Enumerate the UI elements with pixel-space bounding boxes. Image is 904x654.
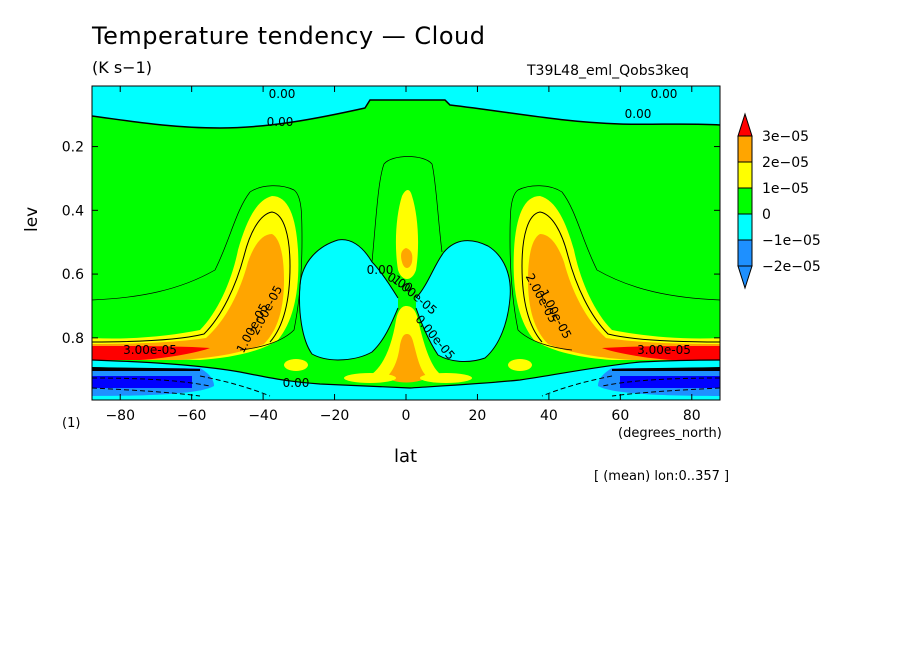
footer-note: [ (mean) lon:0..357 ] (594, 469, 730, 484)
fill-darkblue-left (92, 376, 192, 388)
fill-blob-center (344, 373, 396, 383)
x-tick-label: −80 (105, 408, 135, 424)
contour-line-central-right (415, 240, 511, 363)
colorbar-label: −1e−05 (762, 233, 821, 249)
contour-label: 0.00 (269, 87, 296, 101)
colorbar-top-arrow (737, 112, 753, 137)
fill-left-red (92, 346, 210, 360)
colorbar-label: 1e−05 (762, 181, 809, 197)
colorbar-swatch (737, 161, 753, 189)
colorbar-swatch (737, 187, 753, 215)
x-tick-label: 40 (540, 408, 558, 424)
fill-left-orange (92, 234, 284, 360)
contour-line-center-outer (371, 156, 443, 263)
colorbar-swatch (737, 239, 753, 267)
fill-blob-left (284, 359, 308, 371)
fill-center-orange-upper (401, 248, 413, 268)
colorbar-label: 0 (762, 207, 771, 223)
y-axis: 0.2 0.4 0.6 0.8 (62, 140, 720, 347)
contour-line-1e5-left-outer (92, 185, 303, 351)
colorbar-label: 3e−05 (762, 129, 809, 145)
x-tick-label: 60 (611, 408, 629, 424)
contour-label: 0.00 (283, 376, 310, 390)
contour-line-zero-top (92, 99, 720, 129)
y-axis-label: lev (22, 206, 42, 232)
x-tick-label: 20 (469, 408, 487, 424)
contour-line-dashed-right (541, 375, 720, 397)
y-tick-label: 0.8 (62, 331, 84, 347)
run-name: T39L48_eml_Qobs3keq (527, 63, 689, 79)
fill-lower-negative (92, 360, 720, 400)
contour-label: 0.00 (267, 115, 294, 129)
x-axis: −80 −60 −40 −20 0 20 40 60 80 (105, 86, 701, 424)
chart-title: Temperature tendency — Cloud (92, 22, 486, 50)
y-axis-units: (1) (62, 416, 81, 431)
x-tick-label: −20 (320, 408, 350, 424)
x-tick-label: 80 (683, 408, 701, 424)
colorbar-bottom-arrow (737, 265, 753, 290)
fill-central-negative-left (299, 239, 398, 360)
x-axis-units: (degrees_north) (618, 426, 722, 441)
colorbar-swatch (737, 213, 753, 241)
contour-line-lower (92, 359, 720, 389)
fill-darkblue-right (620, 376, 720, 388)
contour-label: 3.00e-05 (123, 343, 177, 357)
colorbar-label: 2e−05 (762, 155, 809, 171)
colorbar: 3e−05 2e−05 1e−05 0 −1e−05 −2e−05 (737, 112, 821, 290)
fill-right-orange (528, 234, 720, 360)
x-tick-label: −60 (177, 408, 207, 424)
x-axis-label: lat (394, 446, 418, 467)
contour-fills (92, 86, 720, 400)
contour-line-central-left (299, 239, 399, 361)
contour-lines (92, 99, 720, 397)
fill-blob-center-2 (420, 373, 472, 383)
contour-label: 0.00 (367, 263, 394, 277)
y-tick-label: 0.4 (62, 203, 84, 219)
contour-label: 0.00 (651, 87, 678, 101)
contour-line-black-band (92, 367, 720, 371)
y-tick-label: 0.2 (62, 140, 84, 156)
fill-right-red (602, 346, 720, 360)
colorbar-label: −2e−05 (762, 259, 821, 275)
units-label: (K s−1) (92, 58, 152, 77)
colorbar-swatch (737, 135, 753, 163)
x-tick-label: −40 (248, 408, 278, 424)
y-tick-label: 0.6 (62, 267, 84, 283)
fill-central-negative-right (416, 240, 511, 362)
contour-line-dashed-left (92, 375, 271, 397)
fill-center-orange-lower (386, 334, 428, 383)
contour-line-1e5-right-outer (509, 185, 720, 351)
fill-upper-negative (92, 86, 720, 128)
fill-blob-right (508, 359, 532, 371)
x-tick-label: 0 (402, 408, 411, 424)
contour-label: 0.00 (625, 107, 652, 121)
contour-line-right-lobe (521, 211, 720, 343)
contour-line-left-lobe (92, 211, 291, 343)
contour-label: 3.00e-05 (637, 343, 691, 357)
